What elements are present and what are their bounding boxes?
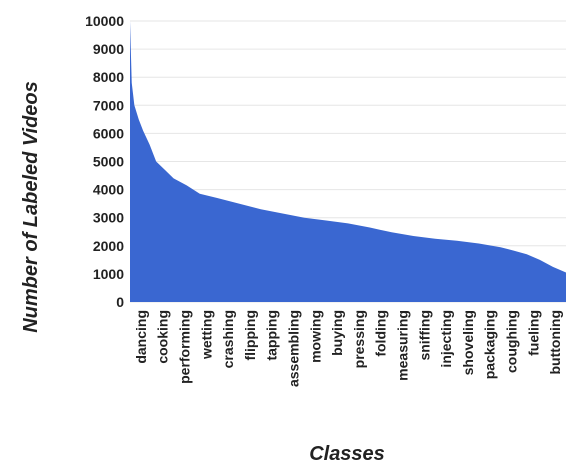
x-tick-label: assembling — [286, 310, 302, 387]
y-tick-label: 5000 — [93, 154, 124, 170]
x-tick-label: crashing — [220, 310, 236, 368]
x-tick-label: coughing — [504, 310, 520, 373]
x-tick-label: performing — [177, 310, 193, 384]
y-tick-label: 9000 — [93, 41, 124, 57]
y-axis-title: Number of Labeled Videos — [20, 81, 42, 333]
y-tick-label: 4000 — [93, 182, 124, 198]
x-tick-label: buttoning — [547, 310, 563, 375]
y-tick-label: 2000 — [93, 238, 124, 254]
x-tick-label: pressing — [351, 310, 367, 368]
y-tick-label: 6000 — [93, 125, 124, 141]
x-tick-label: flipping — [242, 310, 258, 361]
x-tick-label: shoveling — [460, 310, 476, 375]
x-tick-label: buying — [329, 310, 345, 356]
area-series — [130, 21, 566, 302]
x-tick-label: measuring — [395, 310, 411, 381]
y-tick-label: 7000 — [93, 97, 124, 113]
x-tick-label: cooking — [155, 310, 171, 364]
x-tick-label: injecting — [438, 310, 454, 368]
x-tick-label: tapping — [264, 310, 280, 361]
y-axis-tick-labels: 0 1000 2000 3000 4000 5000 6000 7000 8000 9000 100… — [85, 13, 124, 310]
y-tick-label: 1000 — [93, 266, 124, 282]
y-tick-label: 3000 — [93, 210, 124, 226]
x-tick-label: mowing — [307, 310, 323, 363]
x-tick-label: wetting — [198, 310, 214, 360]
y-tick-label: 8000 — [93, 69, 124, 85]
y-tick-label: 10000 — [85, 13, 124, 29]
x-tick-label: dancing — [133, 310, 149, 364]
x-tick-label: sniffing — [416, 310, 432, 361]
x-tick-label: folding — [373, 310, 389, 357]
x-tick-label: fueling — [525, 310, 541, 356]
x-tick-label: packaging — [482, 310, 498, 379]
x-axis-tick-labels: dancing cooking performing wetting crashing f… — [133, 310, 563, 387]
y-tick-label: 0 — [116, 294, 124, 310]
x-axis-title: Classes — [309, 443, 385, 465]
